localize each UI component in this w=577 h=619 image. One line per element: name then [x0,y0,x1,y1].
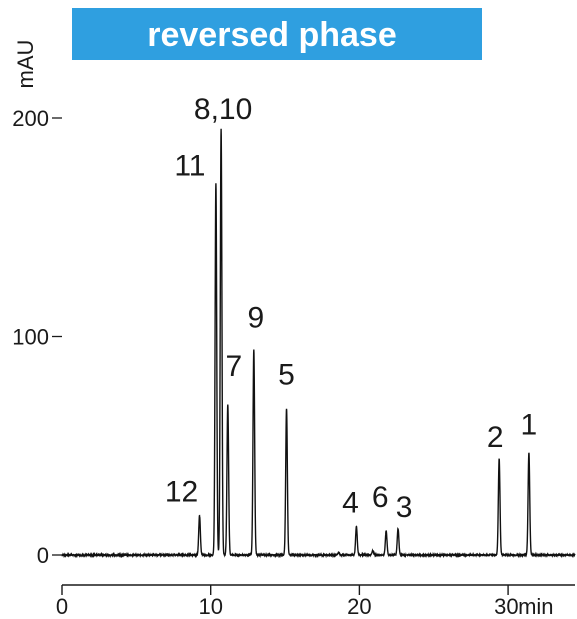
y-tick-label: 0 [37,543,49,568]
chromatogram-trace [61,128,576,559]
peak-label: 7 [225,350,242,383]
peak-label: 11 [174,150,205,183]
x-tick-label: 30 [494,594,518,619]
peak-label: 8,10 [194,93,252,126]
title-banner [72,8,482,60]
x-axis: 0 10 20 30 min [56,584,575,619]
peak-label: 3 [396,491,413,524]
y-axis-unit-label: mAU [13,40,38,89]
y-tick-label: 100 [12,325,49,350]
peak-label: 2 [487,421,504,454]
peak-label: 6 [372,481,389,514]
y-tick-label: 200 [12,106,49,131]
peak-label: 9 [247,302,264,335]
peak-labels: 12 11 8,10 795 4 6 3 2 1 [165,93,537,524]
peak-label: 5 [278,359,295,392]
x-tick-label: 0 [56,594,68,619]
x-axis-unit-label: min [518,594,553,619]
peak-label: 1 [521,408,538,441]
peak-label: 4 [342,487,359,520]
x-tick-label: 20 [347,594,371,619]
peak-label: 12 [165,476,198,509]
y-axis: 0 100 200 [12,106,62,568]
chart-title: reversed phase [147,16,397,54]
x-tick-label: 10 [198,594,222,619]
